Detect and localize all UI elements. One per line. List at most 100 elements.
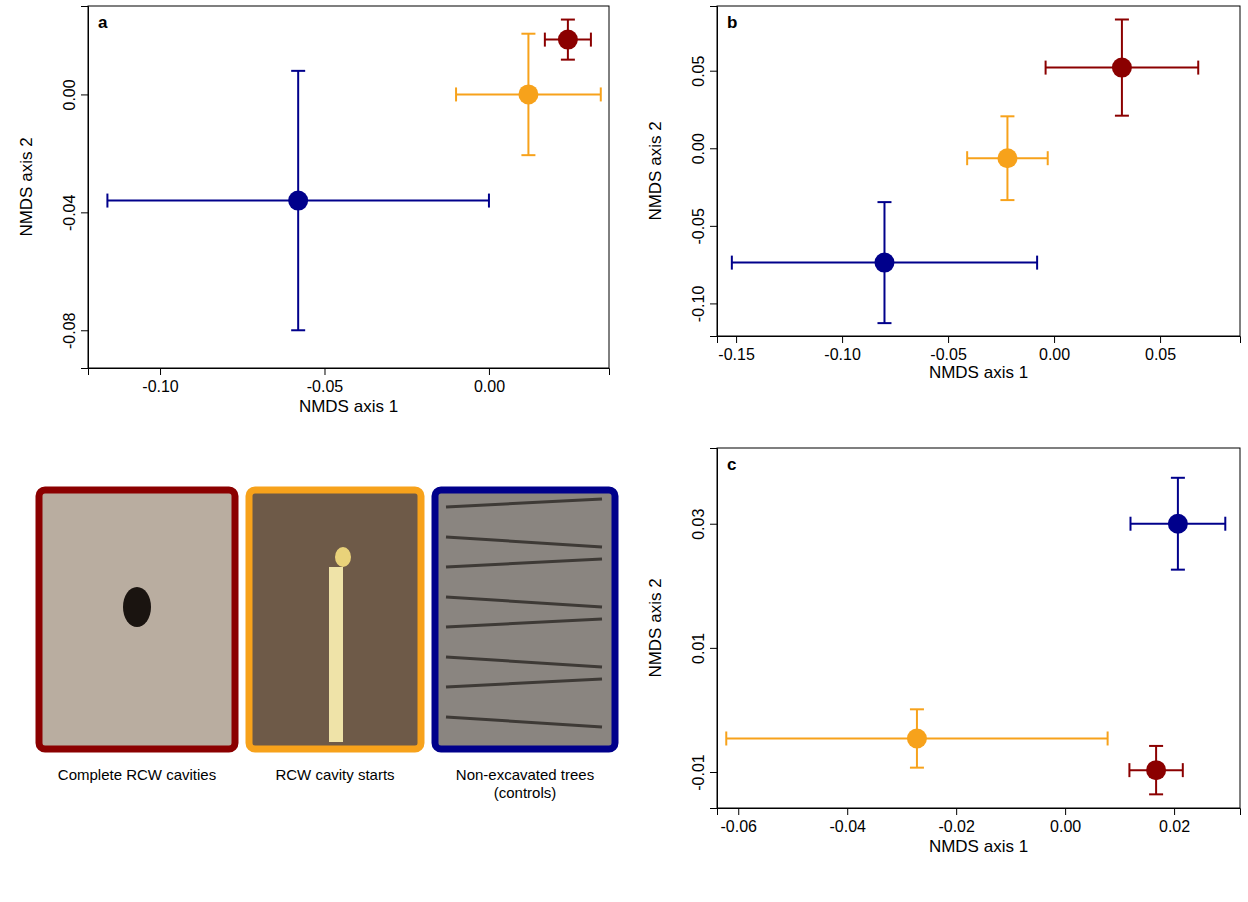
x-tick-mark	[1065, 808, 1066, 815]
x-error-bar-line	[1197, 61, 1199, 75]
plot-frame	[88, 6, 609, 368]
legend-entry: Complete RCW cavities	[39, 490, 235, 783]
x-tick: -0.05	[930, 336, 967, 363]
series	[107, 71, 489, 330]
y-tick-mark	[81, 94, 88, 95]
legend-photo-bark	[446, 717, 602, 727]
x-error-bar-line	[106, 194, 108, 208]
y-tick-label: -0.04	[61, 195, 78, 232]
legend-photo-bark	[446, 597, 602, 607]
legend-photo-start	[335, 547, 351, 567]
y-axis: -0.08-0.040.00	[61, 7, 89, 369]
x-error-bar-line	[1045, 61, 1047, 75]
y-error-bar-line	[910, 708, 924, 710]
x-tick-mark	[847, 808, 848, 815]
point	[558, 30, 578, 50]
point	[518, 84, 538, 104]
plot-frame	[717, 448, 1240, 808]
x-axis: -0.06-0.04-0.020.000.02	[718, 808, 1241, 835]
x-tick: 0.02	[1159, 808, 1190, 835]
legend-swatch	[249, 490, 421, 749]
y-tick-label: 0.00	[61, 79, 78, 110]
y-axis-line	[710, 7, 718, 337]
y-axis-title: NMDS axis 2	[646, 121, 665, 220]
y-error-bar-line	[561, 19, 575, 21]
panel-letter: c	[727, 455, 736, 474]
x-error-bar-line	[600, 87, 602, 101]
legend-photo-bark	[446, 657, 602, 667]
x-tick: -0.15	[718, 336, 755, 363]
y-tick-label: 0.00	[690, 133, 707, 164]
x-axis-title: NMDS axis 1	[929, 837, 1028, 856]
x-tick-mark	[1054, 336, 1055, 343]
y-tick-mark	[710, 772, 717, 773]
y-error-bar-line	[1000, 115, 1014, 117]
legend-label: Non-excavated trees(controls)	[456, 766, 594, 801]
y-error-bar-line	[561, 59, 575, 61]
x-error-bar-line	[1182, 763, 1184, 777]
legend-label: RCW cavity starts	[275, 766, 394, 783]
legend-entry: Non-excavated trees(controls)	[435, 490, 615, 801]
figure: -0.10-0.050.00-0.08-0.040.00NMDS axis 1N…	[0, 0, 1248, 902]
y-tick: -0.10	[690, 286, 717, 323]
marks	[732, 19, 1198, 323]
y-tick-mark	[81, 330, 88, 331]
x-tick-mark	[948, 336, 949, 343]
y-tick: -0.01	[690, 754, 717, 791]
y-tick: -0.05	[690, 208, 717, 245]
y-tick-label: -0.01	[690, 754, 707, 791]
series	[456, 34, 601, 155]
x-error-bar-line	[725, 731, 727, 745]
point	[1146, 760, 1166, 780]
x-tick: 0.00	[1039, 336, 1070, 363]
y-error-bar-line	[1149, 745, 1163, 747]
y-error-bar-line	[1149, 793, 1163, 795]
y-tick-mark	[710, 148, 717, 149]
point	[1168, 514, 1188, 534]
legend-photo-cavity	[123, 587, 151, 627]
x-tick-label: -0.02	[938, 818, 975, 835]
series	[732, 202, 1037, 323]
y-error-bar-line	[1115, 18, 1129, 20]
x-tick-mark	[324, 368, 325, 375]
point	[1112, 58, 1132, 78]
panel: -0.15 -0.10 -0.05 0.00 0.05 -0.10 -0.05 0.00 0.0…	[646, 6, 1241, 382]
x-tick: 0.00	[1050, 808, 1081, 835]
y-tick: 0.05	[690, 56, 717, 87]
y-axis-line	[710, 449, 718, 809]
x-tick: 0.05	[1145, 336, 1176, 363]
x-tick-label: -0.10	[142, 378, 179, 395]
series	[967, 116, 1048, 200]
y-tick-mark	[710, 524, 717, 525]
x-axis-title: NMDS axis 1	[929, 363, 1028, 382]
x-tick-mark	[1160, 336, 1161, 343]
y-tick-label: 0.03	[690, 509, 707, 540]
y-error-bar-line	[291, 70, 305, 72]
series	[726, 709, 1107, 767]
x-tick-label: -0.04	[829, 818, 866, 835]
x-error-bar-line	[1047, 151, 1049, 165]
y-tick-label: -0.10	[690, 286, 707, 323]
legend-photo-bark	[446, 559, 602, 567]
marks	[107, 20, 600, 331]
legend-photo	[40, 491, 234, 748]
y-tick-mark	[710, 226, 717, 227]
legend-entry: RCW cavity starts	[249, 490, 421, 783]
x-error-bar-line	[1128, 763, 1130, 777]
x-tick: -0.10	[824, 336, 861, 363]
x-error-bar-line	[590, 33, 592, 47]
x-tick-mark	[736, 336, 737, 343]
y-error-bar-line	[1171, 477, 1185, 479]
x-error-bar-line	[544, 33, 546, 47]
marks	[726, 478, 1225, 795]
y-tick-label: 0.01	[690, 633, 707, 664]
x-tick-label: -0.05	[930, 346, 967, 363]
x-tick: -0.04	[829, 808, 866, 835]
y-axis-title: NMDS axis 2	[17, 137, 36, 236]
x-tick: -0.02	[938, 808, 975, 835]
x-tick-label: 0.00	[474, 378, 505, 395]
point	[288, 191, 308, 211]
x-axis-line	[718, 809, 1241, 816]
x-tick-label: 0.05	[1145, 346, 1176, 363]
x-tick-label: -0.10	[824, 346, 861, 363]
